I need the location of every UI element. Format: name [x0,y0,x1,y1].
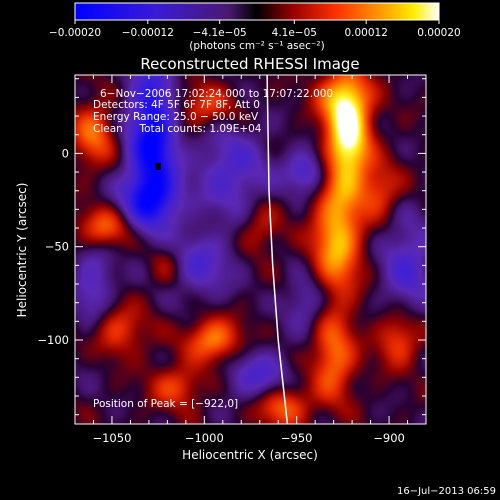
x-tick-label: −1050 [92,431,131,445]
annotation-time-range: 6−Nov−2006 17:02:24.000 to 17:07:22.000 [100,88,333,100]
chart-title: Reconstructed RHESSI Image [140,55,359,73]
annotation-detectors: Detectors: 4F 5F 6F 7F 8F, Att 0 [93,99,260,111]
colorbar [74,2,440,21]
y-axis-label: Heliocentric Y (arcsec) [15,183,29,318]
colorbar-ticks: −0.00020 −0.00012 −4.1e−05 4.1e−05 0.00012 0.… [49,20,461,39]
colorbar-tick-label: −4.1e−05 [193,27,247,39]
x-tick-label: −900 [373,431,405,445]
plot-frame [74,74,427,425]
peak-marker [155,162,161,170]
y-tick-label: −50 [45,240,69,254]
x-axis-label: Heliocentric X (arcsec) [182,448,318,462]
y-tick-label: −100 [37,333,69,347]
solar-limb-line [266,75,289,424]
x-tick-label: −950 [281,431,313,445]
footer-timestamp: 16−Jul−2013 06:59 [397,486,496,497]
colorbar-unit-label: (photons cm⁻² s⁻¹ asec⁻²) [189,40,324,52]
annotation-energy-range: Energy Range: 25.0 − 50.0 keV [93,111,259,123]
y-axis: 0 −50 −100 [37,78,426,416]
peak-position-label: Position of Peak = [−922,0] [93,398,238,410]
heatmap-image [75,75,426,424]
colorbar-tick-label: 0.00020 [417,27,460,39]
annotation-clean-counts: Clean Total counts: 1.09E+04 [93,123,262,135]
colorbar-tick-label: −0.00020 [49,27,101,39]
x-axis: −1050 −1000 −950 −900 [74,75,427,445]
annotation-block: 6−Nov−2006 17:02:24.000 to 17:07:22.000 … [93,88,333,135]
colorbar-tick-label: 4.1e−05 [272,27,317,39]
colorbar-tick-label: 0.00012 [344,27,387,39]
x-tick-label: −1000 [185,431,224,445]
colorbar-tick-label: −0.00012 [122,27,174,39]
y-tick-label: 0 [62,146,69,160]
